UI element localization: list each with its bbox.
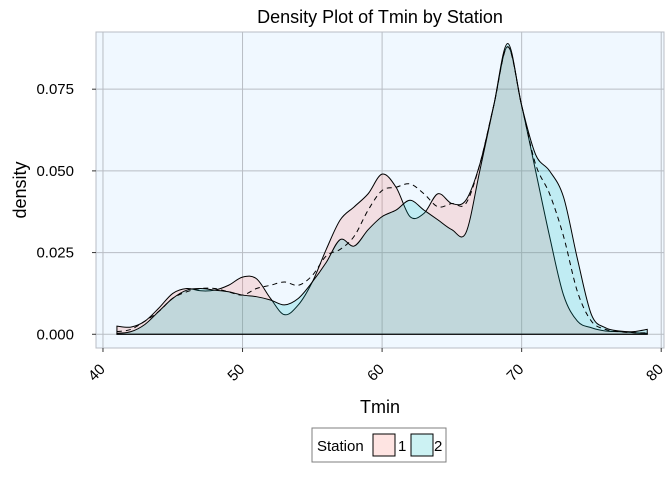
- legend-label-station-1: 1: [398, 438, 406, 455]
- x-tick-label-1: 50: [224, 361, 248, 385]
- plot-panel: [95, 31, 665, 349]
- density-areas: [116, 42, 648, 335]
- chart-title: Density Plot of Tmin by Station: [257, 7, 503, 27]
- x-axis-ticks: 40 50 60 70 80: [85, 348, 667, 385]
- y-axis-title: density: [10, 161, 30, 218]
- y-tick-label-0: 0.000: [36, 326, 74, 343]
- legend-label-station-2: 2: [434, 438, 442, 455]
- x-tick-label-4: 80: [643, 361, 667, 385]
- x-tick-label-2: 60: [364, 361, 388, 385]
- legend-title: Station: [317, 438, 364, 455]
- x-axis-title: Tmin: [360, 397, 400, 417]
- density-dashed-line: [116, 46, 648, 334]
- y-tick-label-3: 0.075: [36, 81, 74, 98]
- y-axis-ticks: 0.000 0.025 0.050 0.075: [36, 81, 96, 343]
- density-area-station-2: [116, 42, 648, 335]
- legend: Station 1 2: [311, 427, 447, 463]
- legend-key-station-2: [410, 433, 434, 457]
- legend-key-station-1: [372, 433, 396, 457]
- y-tick-label-2: 0.050: [36, 163, 74, 180]
- x-tick-label-3: 70: [504, 361, 528, 385]
- x-tick-label-0: 40: [85, 361, 109, 385]
- y-tick-label-1: 0.025: [36, 245, 74, 262]
